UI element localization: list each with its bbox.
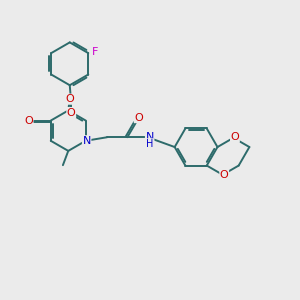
Text: H: H bbox=[146, 139, 153, 149]
Text: O: O bbox=[134, 112, 143, 123]
Text: O: O bbox=[230, 132, 239, 142]
Text: F: F bbox=[92, 46, 98, 57]
Text: O: O bbox=[24, 116, 33, 126]
Text: O: O bbox=[65, 94, 74, 104]
Text: O: O bbox=[67, 108, 76, 118]
Text: N: N bbox=[82, 136, 91, 146]
Text: N: N bbox=[146, 132, 154, 142]
Text: O: O bbox=[220, 170, 229, 180]
